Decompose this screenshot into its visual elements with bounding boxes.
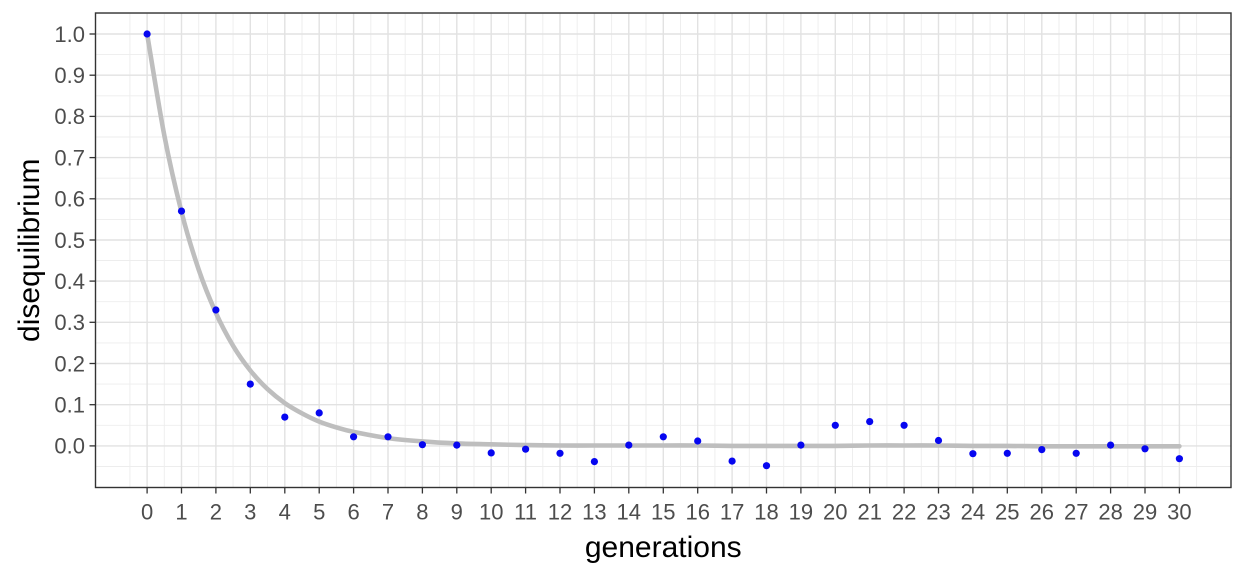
x-tick-label: 20 [823,500,847,525]
x-axis-tick-marks [146,487,1181,494]
x-tick-label: 17 [720,500,744,525]
x-axis-tick-labels: 0 1 2 3 4 5 6 7 8 9 10 11 12 13 14 15 16 17 18 19 20 21 22 23 24… [141,500,1192,525]
data-point [1141,445,1149,453]
x-tick-label: 3 [244,500,256,525]
y-tick-label: 0.3 [54,310,85,335]
data-point [934,436,943,445]
y-tick-label: 0.0 [54,434,85,459]
data-point [831,421,839,429]
y-tick-label: 0.8 [54,104,85,129]
data-point [969,450,977,458]
data-point [659,433,667,441]
data-point [453,441,461,449]
x-tick-label: 1 [175,500,187,525]
x-tick-label: 27 [1064,500,1088,525]
y-tick-label: 0.6 [54,187,85,212]
data-point [212,306,220,314]
smooth-fit-line [144,31,1182,449]
data-point [315,409,323,417]
x-tick-label: 9 [451,500,463,525]
data-point [522,445,530,453]
y-tick-label: 0.1 [54,393,85,418]
x-tick-label: 28 [1098,500,1122,525]
x-tick-label: 19 [789,500,813,525]
data-point [556,449,564,457]
x-tick-label: 6 [347,500,359,525]
x-axis-title: generations [585,531,742,564]
data-point [384,433,392,441]
x-tick-label: 0 [141,500,153,525]
y-tick-label: 0.7 [54,145,85,170]
data-point [281,413,289,421]
y-tick-label: 0.5 [54,228,85,253]
x-tick-label: 24 [961,500,985,525]
y-tick-label: 1.0 [54,22,85,47]
x-tick-label: 23 [926,500,950,525]
y-tick-label: 0.2 [54,351,85,376]
x-tick-label: 11 [514,500,537,525]
data-point [694,437,702,445]
data-point [1107,441,1115,449]
x-tick-label: 12 [548,500,572,525]
x-tick-label: 8 [416,500,428,525]
data-point [728,457,736,465]
x-tick-label: 29 [1133,500,1157,525]
y-axis-title: disequilibrium [13,159,46,342]
data-point [1038,446,1046,454]
y-axis-tick-labels: 0.0 0.1 0.2 0.3 0.4 0.5 0.6 0.7 0.8 0.9 1.0 [54,22,85,459]
y-tick-label: 0.4 [54,269,85,294]
x-tick-label: 25 [995,500,1019,525]
x-tick-label: 30 [1167,500,1191,525]
data-point [487,449,495,457]
x-tick-label: 4 [279,500,291,525]
x-tick-label: 26 [1030,500,1054,525]
data-point [866,418,874,426]
x-tick-label: 5 [313,500,325,525]
y-axis-tick-marks [89,33,96,447]
data-point [350,433,358,441]
x-tick-label: 15 [651,500,675,525]
data-point [177,207,186,215]
data-point [900,421,908,429]
data-point [590,458,599,466]
y-tick-label: 0.9 [54,63,85,88]
x-tick-label: 13 [582,500,606,525]
data-points [143,30,1183,470]
data-point [1175,455,1183,463]
x-tick-label: 22 [892,500,916,525]
x-tick-label: 2 [210,500,222,525]
data-point [625,441,633,449]
data-point [762,462,771,470]
x-tick-label: 7 [382,500,394,525]
x-tick-label: 10 [479,500,503,525]
x-tick-label: 16 [685,500,709,525]
x-tick-label: 18 [754,500,778,525]
data-point [1003,449,1011,457]
data-point [797,441,805,449]
data-point [418,441,426,449]
major-gridlines [95,13,1231,488]
x-tick-label: 21 [857,500,881,525]
x-tick-label: 14 [617,500,641,525]
data-point [246,380,254,388]
data-point [1072,449,1080,457]
data-point [143,30,151,38]
